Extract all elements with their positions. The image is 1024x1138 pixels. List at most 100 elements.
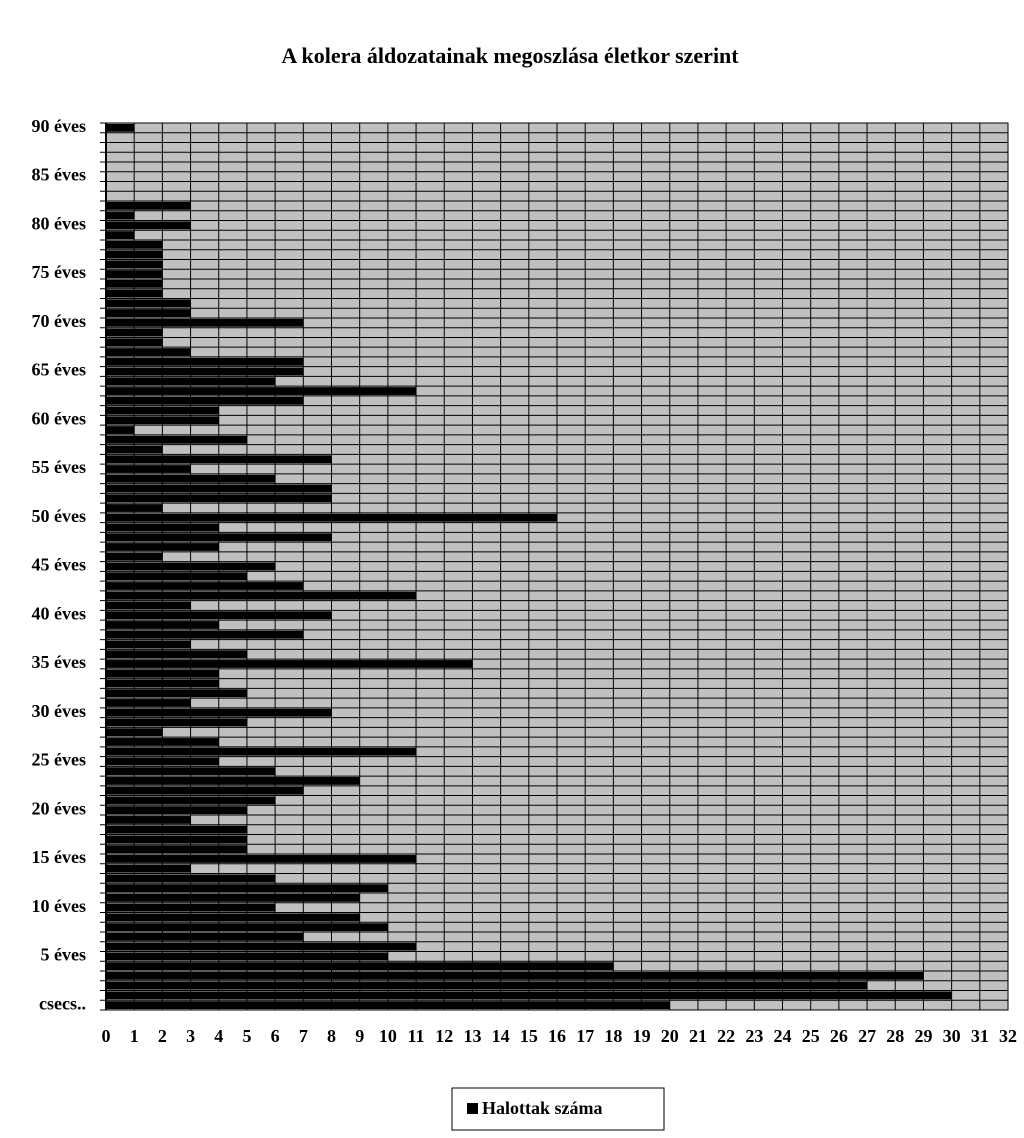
bar (106, 484, 332, 493)
x-tick-label: 4 (214, 1026, 223, 1046)
x-tick-label: 10 (379, 1026, 397, 1046)
x-tick-label: 19 (633, 1026, 651, 1046)
bar (106, 211, 135, 220)
x-tick-label: 13 (463, 1026, 481, 1046)
bar (106, 474, 276, 483)
bar (106, 699, 191, 707)
y-tick-label: 20 éves (32, 798, 86, 818)
x-tick-label: 18 (604, 1026, 622, 1046)
bar (106, 416, 219, 425)
bar (106, 328, 163, 337)
x-tick-label: 6 (271, 1026, 280, 1046)
x-tick-label: 0 (102, 1026, 111, 1046)
bar (106, 562, 276, 571)
bar (106, 504, 163, 512)
bar (106, 923, 388, 932)
bar (106, 757, 219, 766)
bar (106, 816, 191, 824)
bar (106, 338, 163, 347)
bar (106, 981, 868, 990)
x-tick-label: 29 (914, 1026, 932, 1046)
y-tick-label: 50 éves (32, 506, 86, 526)
y-tick-label: 35 éves (32, 652, 86, 672)
bar (106, 971, 924, 980)
y-tick-label: 80 éves (32, 213, 86, 233)
bar (106, 747, 417, 756)
bar (106, 786, 304, 795)
bar (106, 523, 219, 532)
bar (106, 289, 163, 298)
x-tick-label: 2 (158, 1026, 167, 1046)
bar (106, 874, 276, 883)
bar (106, 435, 247, 444)
x-tick-label: 31 (971, 1026, 989, 1046)
bar (106, 455, 332, 464)
bar (106, 270, 163, 278)
bar (106, 260, 163, 269)
bar (106, 543, 219, 551)
bar (106, 299, 191, 308)
bar (106, 377, 276, 386)
x-tick-label: 1 (130, 1026, 139, 1046)
y-tick-label: csecs.. (39, 993, 86, 1013)
y-tick-label: 60 éves (32, 408, 86, 428)
bar (106, 367, 304, 376)
x-tick-label: 30 (943, 1026, 961, 1046)
bar (106, 884, 388, 893)
x-tick-label: 23 (745, 1026, 763, 1046)
x-tick-label: 3 (186, 1026, 195, 1046)
bar (106, 942, 417, 951)
bar (106, 123, 135, 132)
y-tick-label: 90 éves (32, 116, 86, 136)
bar (106, 387, 417, 395)
y-tick-label: 85 éves (32, 165, 86, 185)
bar (106, 357, 304, 366)
bar (106, 494, 332, 503)
bar (106, 309, 191, 317)
x-tick-label: 27 (858, 1026, 876, 1046)
bar (106, 201, 191, 210)
x-tick-label: 14 (492, 1026, 510, 1046)
x-tick-label: 28 (886, 1026, 904, 1046)
bar (106, 601, 191, 610)
bar (106, 679, 219, 688)
bar (106, 572, 247, 581)
x-tick-label: 20 (661, 1026, 679, 1046)
bar (106, 689, 247, 698)
x-tick-label: 32 (999, 1026, 1017, 1046)
x-tick-label: 11 (408, 1026, 425, 1046)
bar (106, 221, 191, 230)
bar (106, 621, 219, 629)
bar (106, 728, 163, 737)
bar (106, 952, 388, 961)
bar (106, 426, 135, 434)
bar (106, 231, 135, 239)
x-tick-label: 26 (830, 1026, 848, 1046)
bar (106, 465, 191, 473)
x-tick-label: 9 (355, 1026, 364, 1046)
y-tick-label: 5 éves (41, 945, 86, 965)
x-tick-label: 24 (774, 1026, 792, 1046)
bar (106, 767, 276, 776)
y-tick-label: 15 éves (32, 847, 86, 867)
bar (106, 591, 417, 600)
legend-swatch (467, 1103, 478, 1114)
y-tick-label: 75 éves (32, 262, 86, 282)
x-tick-label: 25 (802, 1026, 820, 1046)
bar (106, 650, 247, 659)
bar (106, 445, 163, 454)
bar (106, 396, 304, 405)
bar (106, 279, 163, 288)
bar (106, 903, 276, 912)
legend: Halottak száma (451, 1087, 665, 1131)
bar (106, 406, 219, 415)
bar (106, 582, 304, 590)
bar (106, 611, 332, 620)
bar (106, 913, 360, 922)
y-tick-label: 70 éves (32, 311, 86, 331)
x-tick-label: 8 (327, 1026, 336, 1046)
y-tick-label: 30 éves (32, 701, 86, 721)
bar (106, 855, 417, 863)
